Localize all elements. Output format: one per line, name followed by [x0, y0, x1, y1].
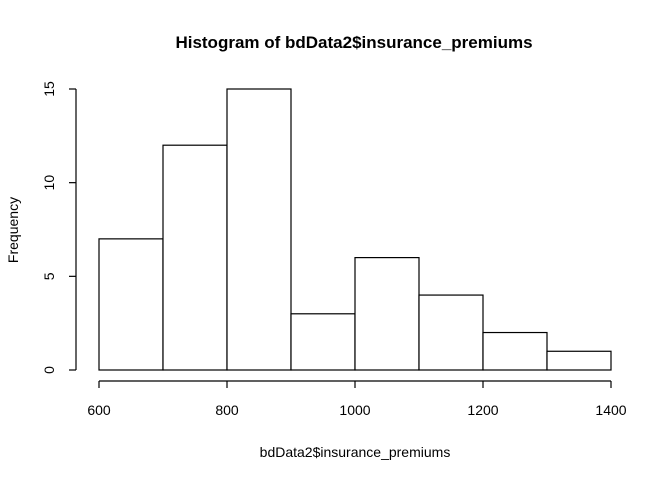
x-axis-label: bdData2$insurance_premiums [260, 444, 451, 460]
y-tick-label: 10 [41, 175, 57, 191]
histogram-bar-5 [354, 257, 420, 371]
x-axis: 600 800 1000 1200 1400 [87, 380, 627, 418]
histogram-bar-1 [98, 238, 164, 371]
chart-title: Histogram of bdData2$insurance_premiums [175, 33, 532, 52]
y-axis-label: Frequency [5, 197, 21, 263]
x-tick-label: 800 [215, 402, 239, 418]
histogram-bar-3 [226, 88, 292, 371]
bars-group [98, 88, 612, 371]
x-tick-label: 1000 [339, 402, 370, 418]
x-tick-label: 1400 [595, 402, 626, 418]
y-axis: 0 5 10 15 [41, 81, 77, 374]
y-tick-label: 5 [41, 272, 57, 280]
y-tick-label: 15 [41, 81, 57, 97]
y-tick-label: 0 [41, 366, 57, 374]
histogram-bar-8 [546, 350, 612, 371]
histogram-bar-4 [290, 313, 356, 371]
x-tick-label: 600 [87, 402, 111, 418]
x-tick-label: 1200 [467, 402, 498, 418]
histogram-bar-7 [482, 331, 548, 371]
histogram-bar-6 [418, 294, 484, 371]
histogram-bar-2 [162, 144, 228, 371]
